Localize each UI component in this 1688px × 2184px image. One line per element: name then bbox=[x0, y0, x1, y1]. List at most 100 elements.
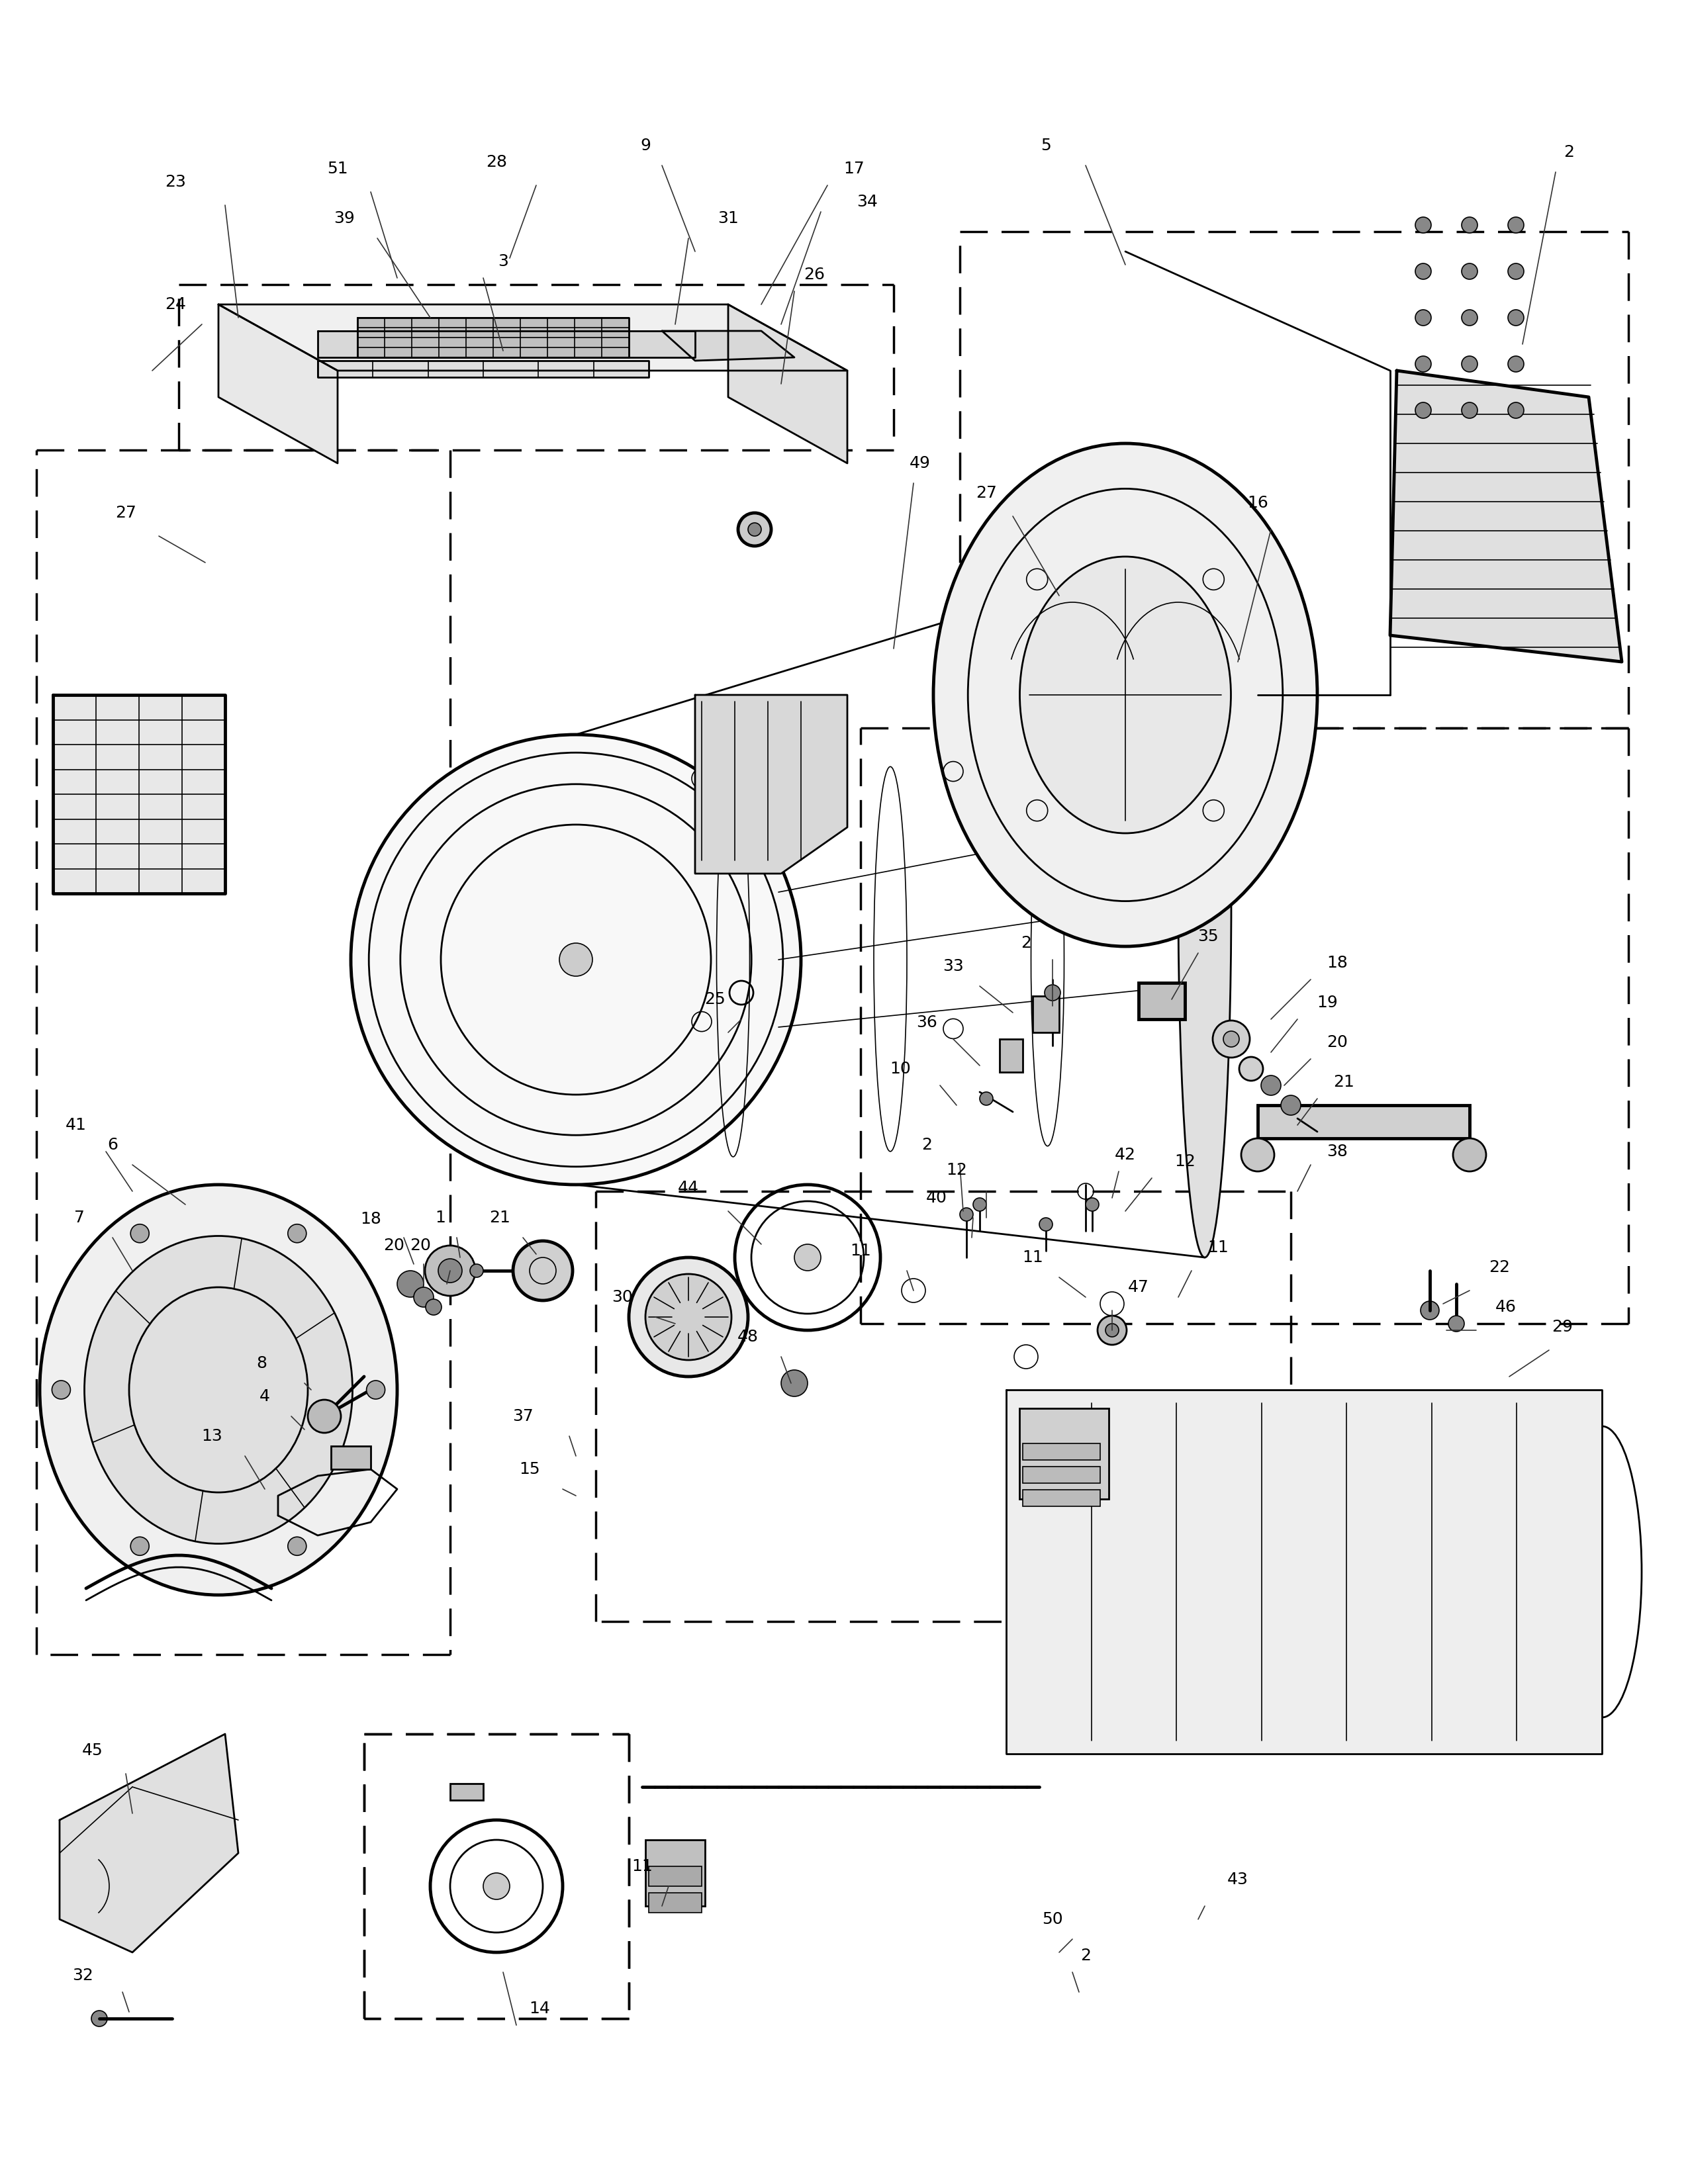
Circle shape bbox=[1415, 402, 1431, 419]
Bar bbox=[1023, 1444, 1101, 1459]
Circle shape bbox=[1507, 310, 1524, 325]
Ellipse shape bbox=[1453, 1138, 1485, 1171]
Bar bbox=[1023, 1468, 1101, 1483]
Bar bbox=[648, 1894, 702, 1913]
Text: 50: 50 bbox=[1041, 1911, 1063, 1926]
Circle shape bbox=[1507, 264, 1524, 280]
Polygon shape bbox=[218, 304, 847, 371]
Circle shape bbox=[1040, 1219, 1053, 1232]
Text: 51: 51 bbox=[327, 162, 348, 177]
Text: 14: 14 bbox=[528, 2001, 550, 2016]
Polygon shape bbox=[59, 1734, 238, 1952]
Text: 32: 32 bbox=[73, 1968, 93, 1983]
Polygon shape bbox=[1006, 1389, 1602, 1754]
Circle shape bbox=[738, 513, 771, 546]
Polygon shape bbox=[662, 332, 795, 360]
Ellipse shape bbox=[1178, 542, 1231, 1258]
Text: 2: 2 bbox=[922, 1138, 932, 1153]
Circle shape bbox=[1462, 264, 1477, 280]
Circle shape bbox=[1507, 356, 1524, 371]
Circle shape bbox=[1421, 1302, 1440, 1319]
Text: 23: 23 bbox=[165, 175, 186, 190]
Circle shape bbox=[397, 1271, 424, 1297]
Ellipse shape bbox=[41, 1184, 397, 1594]
Text: 24: 24 bbox=[165, 297, 186, 312]
Bar bbox=[1033, 996, 1058, 1033]
Text: 2: 2 bbox=[1080, 1948, 1090, 1963]
Text: 43: 43 bbox=[1227, 1872, 1249, 1887]
Circle shape bbox=[366, 1380, 385, 1400]
Bar bbox=[645, 1839, 706, 1907]
Circle shape bbox=[289, 1225, 306, 1243]
Circle shape bbox=[1462, 402, 1477, 419]
Circle shape bbox=[414, 1286, 434, 1306]
Polygon shape bbox=[317, 360, 648, 378]
Polygon shape bbox=[1391, 371, 1622, 662]
Circle shape bbox=[782, 1369, 807, 1396]
Text: 36: 36 bbox=[917, 1016, 937, 1031]
Text: 37: 37 bbox=[513, 1409, 533, 1424]
Text: 2: 2 bbox=[1021, 935, 1031, 950]
Ellipse shape bbox=[933, 443, 1317, 946]
Circle shape bbox=[1415, 216, 1431, 234]
Circle shape bbox=[91, 2011, 108, 2027]
Circle shape bbox=[1281, 1096, 1301, 1116]
Circle shape bbox=[979, 1092, 993, 1105]
Circle shape bbox=[1261, 1075, 1281, 1096]
Text: 27: 27 bbox=[115, 505, 137, 520]
Circle shape bbox=[1507, 402, 1524, 419]
Circle shape bbox=[645, 1273, 731, 1361]
Circle shape bbox=[1415, 310, 1431, 325]
Text: 17: 17 bbox=[844, 162, 864, 177]
Circle shape bbox=[1415, 356, 1431, 371]
Bar bbox=[1023, 1489, 1101, 1507]
Circle shape bbox=[1106, 1324, 1119, 1337]
Text: 4: 4 bbox=[260, 1389, 270, 1404]
Circle shape bbox=[52, 1380, 71, 1400]
Circle shape bbox=[1462, 310, 1477, 325]
Text: 35: 35 bbox=[1197, 928, 1219, 943]
Text: 7: 7 bbox=[74, 1210, 84, 1225]
Ellipse shape bbox=[1241, 1138, 1274, 1171]
Text: 31: 31 bbox=[717, 210, 739, 227]
Circle shape bbox=[425, 1245, 476, 1295]
Text: 6: 6 bbox=[108, 1138, 118, 1153]
Text: 13: 13 bbox=[201, 1428, 223, 1444]
Circle shape bbox=[483, 1874, 510, 1900]
Text: 48: 48 bbox=[738, 1328, 758, 1345]
Polygon shape bbox=[218, 304, 338, 463]
Bar bbox=[1139, 983, 1185, 1020]
Circle shape bbox=[307, 1400, 341, 1433]
Text: 27: 27 bbox=[976, 485, 998, 500]
Polygon shape bbox=[52, 695, 225, 893]
Circle shape bbox=[1212, 1020, 1249, 1057]
Text: 9: 9 bbox=[640, 138, 650, 153]
Bar bbox=[1258, 1105, 1470, 1138]
Text: 46: 46 bbox=[1496, 1299, 1516, 1315]
Ellipse shape bbox=[1020, 557, 1231, 834]
Circle shape bbox=[1085, 1197, 1099, 1212]
Text: 11: 11 bbox=[1023, 1249, 1043, 1265]
Text: 41: 41 bbox=[66, 1118, 86, 1133]
Text: 20: 20 bbox=[383, 1238, 405, 1254]
Circle shape bbox=[289, 1538, 306, 1555]
Bar bbox=[331, 1446, 371, 1470]
Text: 45: 45 bbox=[83, 1743, 103, 1758]
Circle shape bbox=[972, 1197, 986, 1212]
Polygon shape bbox=[695, 695, 847, 874]
Polygon shape bbox=[358, 317, 630, 358]
Text: 49: 49 bbox=[910, 454, 930, 472]
Text: 10: 10 bbox=[890, 1061, 912, 1077]
Polygon shape bbox=[728, 304, 847, 463]
Text: 22: 22 bbox=[1489, 1260, 1511, 1275]
Text: 1: 1 bbox=[436, 1210, 446, 1225]
Circle shape bbox=[1415, 264, 1431, 280]
Text: 18: 18 bbox=[1327, 954, 1347, 972]
Text: 40: 40 bbox=[927, 1190, 947, 1206]
Text: 15: 15 bbox=[520, 1461, 540, 1476]
Text: 11: 11 bbox=[1207, 1241, 1229, 1256]
Text: 20: 20 bbox=[410, 1238, 430, 1254]
Text: 21: 21 bbox=[1334, 1075, 1354, 1090]
Text: 11: 11 bbox=[631, 1859, 653, 1874]
Text: 25: 25 bbox=[704, 992, 726, 1007]
